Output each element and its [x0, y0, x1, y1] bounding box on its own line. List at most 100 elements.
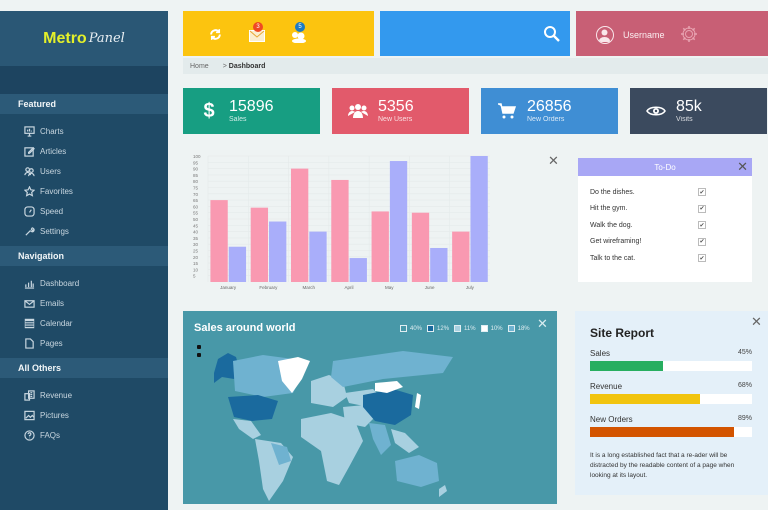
legend-label: 18% [517, 325, 530, 332]
map-zoom-in[interactable] [197, 345, 201, 349]
report-close-icon[interactable]: ✕ [751, 314, 762, 329]
map-zoom-out[interactable] [197, 353, 201, 357]
legend-label: 40% [410, 325, 423, 332]
svg-text:March: March [302, 285, 315, 290]
svg-text:January: January [220, 285, 237, 290]
breadcrumb-current: Dashboard [228, 62, 266, 70]
todo-checkbox[interactable]: ✔ [698, 221, 706, 230]
sidebar-item-label: Revenue [40, 390, 73, 400]
sidebar-item-users[interactable]: Users [0, 161, 168, 181]
sidebar-item-faqs[interactable]: FAQs [0, 425, 168, 445]
svg-text:35: 35 [193, 236, 199, 241]
chart-bar[interactable] [309, 231, 327, 282]
stat-sales[interactable]: $ 15896 Sales [183, 88, 320, 134]
svg-text:90: 90 [193, 167, 199, 172]
svg-text:75: 75 [193, 186, 199, 191]
sidebar-item-label: Pictures [40, 410, 69, 420]
progress-fill [590, 427, 735, 437]
section-all-others: All Others [0, 358, 168, 378]
picture-icon [23, 409, 35, 421]
stat-new-orders[interactable]: 26856 New Orders [481, 88, 618, 134]
svg-text:30: 30 [193, 242, 199, 247]
svg-text:55: 55 [193, 211, 199, 216]
chart-bar[interactable] [349, 258, 367, 282]
logo[interactable]: Metro Panel [0, 11, 168, 66]
todo-item-text: Do the dishes. [590, 188, 635, 196]
section-featured: Featured [0, 94, 168, 114]
svg-text:50: 50 [193, 217, 199, 222]
chart-bar[interactable] [331, 179, 349, 282]
logo-panel: Panel [88, 31, 125, 46]
sidebar-item-favorites[interactable]: Favorites [0, 181, 168, 201]
chart-bar[interactable] [228, 246, 247, 282]
chart-bar[interactable] [470, 156, 488, 282]
sidebar-item-charts[interactable]: Charts [0, 121, 168, 141]
sidebar-item-revenue[interactable]: Revenue [0, 385, 168, 405]
stat-label: Visits [676, 116, 693, 123]
todo-item-text: Hit the gym. [590, 205, 628, 213]
chart-bar[interactable] [430, 247, 448, 282]
chart-bar[interactable] [411, 212, 430, 282]
breadcrumb: Home > Dashboard [183, 58, 768, 74]
chart-bar[interactable] [290, 168, 309, 282]
sidebar-item-articles[interactable]: Articles [0, 141, 168, 161]
todo-checkbox[interactable]: ✔ [698, 254, 706, 263]
sidebar-item-emails[interactable]: Emails [0, 293, 168, 313]
sidebar-item-speed[interactable]: Speed [0, 201, 168, 221]
username[interactable]: Username [623, 30, 665, 40]
section-navigation: Navigation [0, 246, 168, 266]
svg-text:10: 10 [193, 267, 199, 272]
svg-text:July: July [466, 285, 475, 290]
mail-badge: 3 [253, 22, 263, 32]
sidebar-item-pages[interactable]: Pages [0, 333, 168, 353]
avatar[interactable] [596, 26, 614, 44]
sidebar-item-settings[interactable]: Settings [0, 221, 168, 241]
todo-checkbox[interactable]: ✔ [698, 204, 706, 213]
breadcrumb-home[interactable]: Home [190, 62, 209, 70]
stat-value: 85k [676, 98, 702, 115]
todo-close-icon[interactable]: ✕ [737, 159, 748, 174]
map-close-icon[interactable]: ✕ [537, 316, 548, 331]
svg-text:80: 80 [193, 179, 199, 184]
todo-checkbox[interactable]: ✔ [698, 237, 706, 246]
stat-new-users[interactable]: 5356 New Users [332, 88, 469, 134]
mail-icon [23, 297, 35, 309]
chart-bar[interactable] [389, 161, 408, 282]
search-bar[interactable] [380, 11, 570, 56]
bar-chart: 5 10 15 20 25 30 35 40 45 50 55 60 65 70 75 80 85 90 95 100… [190, 152, 495, 292]
sidebar-spacer [0, 66, 168, 94]
gear-icon[interactable] [679, 24, 699, 46]
users-badge: 5 [295, 22, 305, 32]
stat-value: 26856 [527, 98, 572, 115]
sidebar-item-label: Speed [40, 206, 64, 216]
legend-swatch [427, 325, 435, 332]
world-map-shapes[interactable] [183, 311, 557, 504]
legend-label: 12% [437, 325, 450, 332]
eye-icon [644, 105, 668, 117]
stat-value: 5356 [378, 98, 414, 115]
sidebar-item-label: Pages [40, 338, 63, 348]
chart-bar[interactable] [452, 231, 470, 282]
todo-item: Talk to the cat. ✔ [590, 250, 752, 267]
refresh-icon[interactable] [209, 28, 222, 46]
todo-title: To-Do [654, 162, 676, 172]
search-icon[interactable] [543, 25, 560, 47]
logo-metro: Metro [43, 29, 87, 47]
user-bar: Username [576, 11, 768, 56]
legend-label: 10% [490, 325, 503, 332]
chart-bar[interactable] [210, 200, 228, 282]
chart-close-icon[interactable]: ✕ [548, 153, 559, 168]
users-notification-icon[interactable] [290, 29, 308, 48]
sidebar-item-dashboard[interactable]: Dashboard [0, 273, 168, 293]
stat-label: Sales [229, 116, 247, 123]
todo-checkbox[interactable]: ✔ [698, 188, 706, 197]
report-label: Sales [590, 349, 611, 358]
sidebar-item-pictures[interactable]: Pictures [0, 405, 168, 425]
chart-bar[interactable] [269, 221, 287, 282]
sidebar-item-calendar[interactable]: Calendar [0, 313, 168, 333]
chart-bar[interactable] [371, 211, 389, 282]
stat-label: New Users [378, 116, 413, 123]
chart-bar[interactable] [250, 207, 269, 282]
svg-text:85: 85 [193, 173, 199, 178]
stat-visits[interactable]: 85k Visits [630, 88, 767, 134]
